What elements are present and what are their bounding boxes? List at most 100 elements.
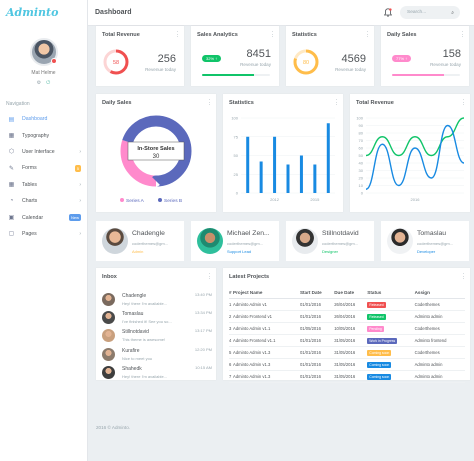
- more-options-icon[interactable]: · · ·: [366, 29, 369, 40]
- inbox-message[interactable]: Shahedk Hey! there I'm available... 10:1…: [102, 363, 212, 383]
- more-options-icon[interactable]: · · ·: [462, 271, 465, 282]
- stat-value: 256: [157, 53, 176, 65]
- sidebar-item-dashboard[interactable]: ▤ Dashboard: [0, 111, 87, 127]
- sidebar-item-tables[interactable]: ▦ Tables ›: [0, 177, 87, 193]
- bar-3: [273, 136, 277, 193]
- app-logo[interactable]: Adminto: [6, 6, 59, 19]
- stat-subtitle: Revenue today: [335, 67, 366, 72]
- stat-card-total-revenue: Total Revenue · · · 58 256 Revenue today: [96, 26, 184, 86]
- more-options-icon[interactable]: · · ·: [335, 97, 338, 108]
- table-row[interactable]: 2 Adminto Frontend v1 01/01/2016 26/04/2…: [229, 310, 465, 323]
- user-role: Support Lead: [227, 249, 252, 254]
- profile-name: Mat Helme: [31, 70, 56, 76]
- table-row[interactable]: 1 Adminto Admin v1 01/01/2016 26/04/2016…: [229, 298, 465, 311]
- y-tick-label: 0: [361, 191, 364, 196]
- cell-status: Coming soon: [367, 346, 415, 359]
- inbox-message[interactable]: Kurafire Nice to meet you 12:20 PM: [102, 345, 212, 365]
- y-tick-label: 30: [359, 168, 364, 173]
- status-badge: Coming soon: [367, 349, 392, 356]
- user-card[interactable]: Tomaslau coderthemes@gm... Developer: [381, 221, 469, 261]
- table-row[interactable]: 3 Adminto Admin v1.1 01/05/2016 10/05/20…: [229, 322, 465, 335]
- search-icon[interactable]: ⌕: [451, 9, 454, 16]
- chevron-right-icon: ›: [79, 198, 81, 205]
- sidebar-item-user-interface[interactable]: ⬡ User Interface ›: [0, 144, 87, 160]
- avatar: [387, 228, 413, 254]
- table-row[interactable]: 6 Adminto Admin v1.3 01/01/2016 31/05/20…: [229, 358, 465, 371]
- table-row[interactable]: 7 Adminto Admin v1.3 01/01/2016 31/05/20…: [229, 370, 465, 383]
- inbox-message[interactable]: Stillnotdavid This theme is awesome! 13:…: [102, 326, 212, 346]
- cell-due-date: 31/05/2016: [334, 358, 368, 371]
- cell-start-date: 01/01/2016: [299, 334, 335, 347]
- calendar-icon: ▣: [8, 215, 15, 222]
- cell-start-date: 01/05/2016: [299, 322, 335, 335]
- table-row[interactable]: 5 Adminto Admin v1.3 01/01/2016 31/05/20…: [229, 346, 465, 359]
- cell-project-name: Adminto Admin v1.3: [233, 370, 300, 383]
- bar-2: [259, 161, 263, 193]
- sidebar-item-typography[interactable]: ▦ Typography: [0, 127, 87, 143]
- sidebar-item-label: Forms: [22, 165, 37, 172]
- chevron-right-icon: ›: [79, 148, 81, 155]
- stat-card-daily-sales: Daily Sales · · · 77% ↑ 158 Revenue today: [381, 26, 469, 86]
- stat-card-statistics: Statistics · · · 80 4569 Revenue today: [286, 26, 374, 86]
- user-role: Designer: [322, 249, 339, 254]
- more-options-icon[interactable]: · · ·: [176, 29, 179, 40]
- sidebar-item-label: Calendar: [22, 214, 44, 221]
- inbox-preview: I've finished it! See you so...: [122, 319, 172, 325]
- more-options-icon[interactable]: · · ·: [462, 97, 465, 108]
- table-row[interactable]: 4 Adminto Frontend v1.1 01/01/2016 31/05…: [229, 334, 465, 347]
- column-header: Due Date: [334, 288, 368, 299]
- bar-5: [299, 155, 303, 193]
- more-options-icon[interactable]: · · ·: [461, 29, 464, 40]
- status-badge: Released: [367, 313, 386, 320]
- sidebar-item-forms[interactable]: ✎ Forms 5: [0, 160, 87, 176]
- user-email: coderthemes@gm...: [132, 241, 169, 246]
- footer-text: 2016 © Adminto.: [96, 425, 131, 430]
- cell-start-date: 01/01/2016: [299, 310, 335, 323]
- search-input[interactable]: Search... ⌕: [400, 6, 460, 19]
- cell-assign: Coderthemes: [414, 322, 465, 335]
- inbox-message[interactable]: Chadengle Hey! there I'm available... 13…: [102, 290, 212, 310]
- forms-icon: ✎: [8, 165, 15, 172]
- bar-chart: 0 25 50 75 100 2012 2015: [231, 116, 335, 202]
- user-card[interactable]: Chadengle coderthemes@gm... Admin: [96, 221, 184, 261]
- sidebar-item-label: Tables: [22, 181, 37, 188]
- y-tick-label: 100: [231, 116, 238, 121]
- stat-title: Daily Sales: [387, 32, 417, 38]
- cell-assign: Coderthemes: [414, 298, 465, 311]
- cell-due-date: 10/05/2016: [334, 322, 368, 335]
- sidebar-item-charts[interactable]: ◔ Charts ›: [0, 193, 87, 209]
- sidebar-item-pages[interactable]: ▢ Pages ›: [0, 226, 87, 242]
- settings-icon[interactable]: ⚙: [36, 80, 42, 86]
- avatar[interactable]: [29, 38, 58, 66]
- donut-center-value: 30: [153, 154, 160, 160]
- cell-assign: Adminto frontend: [414, 334, 465, 347]
- user-email: coderthemes@gm...: [322, 241, 359, 246]
- cell-due-date: 26/04/2016: [334, 310, 368, 323]
- x-tick-label: 2012: [270, 197, 280, 202]
- sidebar-item-calendar[interactable]: ▣ Calendar New: [0, 209, 87, 225]
- inbox-time: 13:40 PM: [194, 292, 212, 297]
- inbox-sender: Chadengle: [122, 293, 147, 299]
- statistics-ring-chart: 80: [293, 49, 319, 75]
- x-tick-label: 2015: [310, 197, 320, 202]
- cell-number: 1: [229, 298, 234, 311]
- user-card[interactable]: Michael Zen... coderthemes@gm... Support…: [191, 221, 279, 261]
- search-placeholder: Search...: [407, 10, 427, 15]
- pages-icon: ▢: [8, 231, 15, 238]
- more-options-icon[interactable]: · · ·: [208, 271, 211, 282]
- more-options-icon[interactable]: · · ·: [271, 29, 274, 40]
- bar-1: [246, 136, 250, 193]
- bell-icon[interactable]: [384, 8, 392, 17]
- y-tick-label: 90: [359, 123, 364, 128]
- user-card[interactable]: Stillnotdavid coderthemes@gm... Designer: [286, 221, 374, 261]
- y-tick-label: 10: [359, 183, 364, 188]
- legend-label: Series B: [164, 198, 182, 204]
- inbox-message[interactable]: Tomaslau I've finished it! See you so...…: [102, 308, 212, 328]
- more-options-icon[interactable]: · · ·: [208, 97, 211, 108]
- tables-icon: ▦: [8, 182, 15, 189]
- power-icon[interactable]: ⏻: [46, 80, 51, 86]
- y-tick-label: 60: [359, 146, 364, 151]
- cell-assign: Adminto admin: [414, 370, 465, 383]
- status-badge: Work in Progress: [367, 337, 398, 344]
- statistics-chart-card: Statistics · · · 0 25 50 75 100 2012 2015: [223, 94, 343, 212]
